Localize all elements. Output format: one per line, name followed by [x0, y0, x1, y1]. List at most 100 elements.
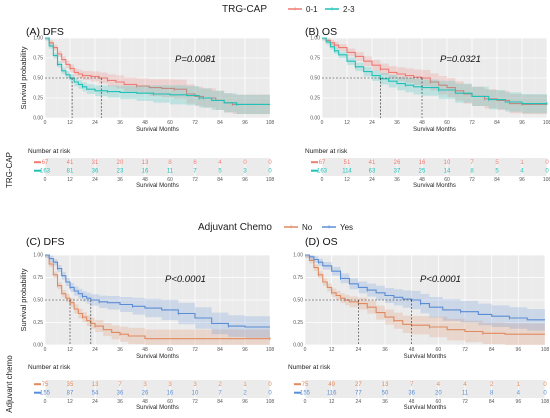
x-tick-label: 84	[489, 347, 495, 353]
risk-x-tick-label: 96	[516, 399, 522, 405]
risk-x-tick-label: 0	[44, 177, 47, 183]
risk-x-tick-label: 72	[462, 399, 468, 405]
x-tick-label: 12	[329, 347, 335, 353]
y-tick-label: 0.75	[293, 275, 303, 281]
risk-x-tick-label: 60	[436, 399, 442, 405]
x-tick-label: 0	[304, 347, 307, 353]
risk-table-title: Number at risk	[305, 148, 348, 155]
y-tick-label: 0.50	[293, 298, 303, 304]
risk-x-axis-label: Survival Months	[404, 405, 447, 411]
legend-label-yes: Yes	[340, 223, 353, 232]
y-tick-label: 1.00	[33, 253, 43, 259]
confidence-band-2-3	[45, 38, 270, 114]
risk-count: 7	[218, 391, 222, 397]
risk-count: 20	[435, 391, 442, 397]
risk-table-title: Number at risk	[28, 364, 71, 371]
risk-x-tick-label: 0	[304, 399, 307, 405]
risk-count: 5	[495, 160, 499, 166]
confidence-band-No	[45, 255, 270, 345]
x-tick-label: 108	[541, 347, 550, 353]
risk-x-tick-label: 60	[167, 177, 173, 183]
risk-x-tick-label: 72	[469, 177, 475, 183]
x-tick-label: 72	[192, 347, 198, 353]
risk-count: 155	[40, 391, 51, 397]
x-tick-label: 0	[44, 120, 47, 126]
risk-x-tick-label: 84	[489, 399, 495, 405]
risk-x-tick-label: 60	[167, 399, 173, 405]
legend-plus-icon: +	[289, 224, 293, 231]
risk-x-tick-label: 48	[142, 399, 148, 405]
p-value: P=0.0081	[175, 54, 216, 65]
x-tick-label: 48	[142, 120, 148, 126]
legend-adjuvant-chemo: Adjuvant Chemo + No + Yes	[198, 222, 353, 233]
x-tick-label: 24	[92, 347, 98, 353]
risk-x-tick-label: 0	[44, 399, 47, 405]
risk-count: 0	[543, 391, 547, 397]
risk-x-tick-label: 24	[92, 399, 98, 405]
risk-x-tick-label: 12	[67, 399, 73, 405]
x-tick-label: 60	[444, 120, 450, 126]
risk-x-tick-label: 24	[356, 399, 362, 405]
confidence-band-No	[305, 255, 545, 345]
survival-curve-Yes	[305, 254, 545, 321]
x-tick-label: 36	[117, 347, 123, 353]
risk-count: 36	[408, 391, 415, 397]
risk-count: 37	[394, 169, 401, 175]
risk-count: 3	[143, 382, 147, 388]
legend-trg-cap: TRG-CAP + 0-1 + 2-3	[222, 4, 355, 15]
risk-count: 4	[463, 382, 467, 388]
survival-curve-0-1	[45, 37, 270, 105]
y-axis-label: Survival probability	[19, 46, 28, 109]
risk-count: 63	[369, 169, 376, 175]
x-tick-label: 96	[242, 347, 248, 353]
risk-count: 36	[117, 391, 124, 397]
risk-count: 7	[193, 169, 197, 175]
risk-x-axis-label: Survival Months	[413, 183, 456, 189]
x-tick-label: 36	[382, 347, 388, 353]
risk-count: 50	[382, 391, 389, 397]
risk-count: 11	[462, 391, 469, 397]
panel-title: (C) DFS	[26, 236, 65, 248]
risk-x-tick-label: 36	[117, 177, 123, 183]
risk-x-tick-label: 36	[394, 177, 400, 183]
risk-count: 75	[42, 382, 49, 388]
risk-x-tick-label: 108	[543, 177, 550, 183]
risk-count: 8	[490, 391, 494, 397]
x-tick-label: 12	[67, 120, 73, 126]
risk-count: 0	[268, 391, 272, 397]
risk-x-tick-label: 72	[192, 177, 198, 183]
risk-x-axis-label: Survival Months	[136, 405, 179, 411]
risk-count: 7	[470, 160, 474, 166]
legend-label-2-3: 2-3	[343, 5, 355, 14]
risk-count: 1	[517, 382, 521, 388]
risk-count: 41	[369, 160, 376, 166]
risk-x-tick-label: 72	[192, 399, 198, 405]
x-tick-label: 36	[394, 120, 400, 126]
y-tick-label: 0.50	[33, 76, 43, 82]
risk-count: 7	[118, 382, 122, 388]
legend-title-trg-cap: TRG-CAP	[222, 4, 267, 15]
risk-count: 54	[92, 391, 99, 397]
y-tick-label: 0.50	[310, 76, 320, 82]
risk-count: 16	[167, 391, 174, 397]
risk-count: 49	[328, 382, 335, 388]
y-tick-label: 0.75	[33, 275, 43, 281]
risk-count: 31	[92, 160, 99, 166]
risk-count: 35	[67, 382, 74, 388]
x-axis-label: Survival Months	[136, 127, 179, 133]
risk-x-tick-label: 108	[266, 399, 275, 405]
y-tick-label: 1.00	[310, 36, 320, 42]
km-panel-2: (B) OS0.000.250.500.751.000 12 24 36 48 60 72 8…	[305, 26, 550, 189]
risk-table-background	[45, 380, 270, 398]
risk-x-tick-label: 84	[494, 177, 500, 183]
confidence-band-Yes	[305, 255, 545, 331]
y-tick-label: 0.75	[310, 56, 320, 62]
risk-count: 2	[490, 382, 494, 388]
y-tick-label: 0.25	[33, 320, 43, 326]
risk-x-tick-label: 12	[67, 177, 73, 183]
risk-table-title: Number at risk	[28, 148, 71, 155]
risk-count: 77	[355, 391, 362, 397]
